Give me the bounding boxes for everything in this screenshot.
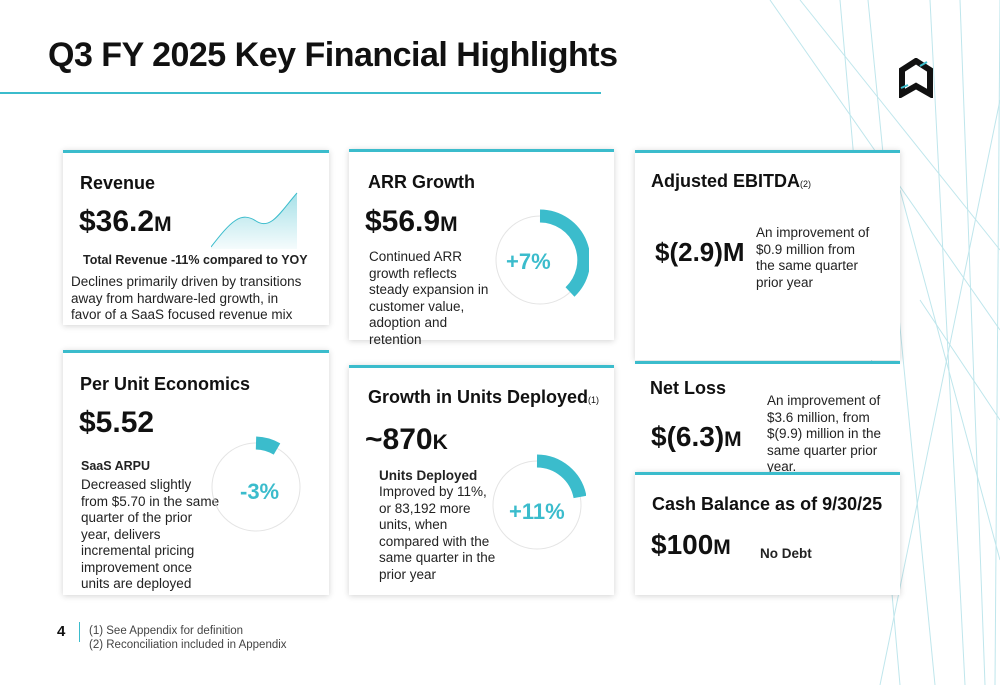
per-unit-subheading: SaaS ARPU [81, 459, 151, 473]
units-deployed-card: Growth in Units Deployed(1) ~870K Units … [349, 365, 614, 595]
arr-heading: ARR Growth [368, 172, 475, 192]
ebitda-heading: Adjusted EBITDA(2) [651, 171, 812, 191]
footnote-1: (1) See Appendix for definition [89, 625, 244, 637]
net-loss-value: $(6.3)M [651, 421, 742, 452]
title-divider [0, 92, 601, 94]
per-unit-description: Decreased slightly from $5.70 in the sam… [81, 477, 220, 591]
footer-divider [79, 622, 80, 642]
arr-growth-card: ARR Growth $56.9M Continued ARR growth r… [349, 149, 614, 347]
net-loss-heading: Net Loss [650, 378, 727, 398]
adjusted-ebitda-card: Adjusted EBITDA(2) $(2.9)M An improvemen… [635, 150, 900, 360]
arr-growth-ring [495, 209, 589, 305]
revenue-trend-sparkline [211, 192, 298, 249]
footnote-2: (2) Reconciliation included in Appendix [89, 639, 287, 651]
units-description: Improved by 11%, or 83,192 more units, w… [379, 484, 496, 582]
net-loss-description: An improvement of $3.6 million, from $(9… [767, 393, 882, 474]
arr-percent: +7% [506, 249, 551, 274]
arr-description: Continued ARR growth reflects steady exp… [369, 249, 489, 347]
cash-value: $100M [651, 529, 731, 560]
arr-value: $56.9M [365, 205, 458, 238]
cash-balance-card: Cash Balance as of 9/30/25 $100M No Debt [635, 472, 900, 595]
revenue-card: Revenue $36.2M Total Revenue -11% compar… [63, 150, 329, 325]
cash-heading: Cash Balance as of 9/30/25 [652, 494, 883, 514]
revenue-subheading: Total Revenue -11% compared to YOY [83, 253, 308, 267]
units-growth-ring [492, 454, 586, 550]
net-loss-card: Net Loss $(6.3)M An improvement of $3.6 … [635, 361, 900, 474]
units-subheading: Units Deployed [379, 468, 478, 483]
per-unit-value: $5.52 [79, 406, 155, 439]
revenue-value: $36.2M [79, 205, 172, 238]
page-title: Q3 FY 2025 Key Financial Highlights [48, 36, 618, 74]
ebitda-description: An improvement of $0.9 million from the … [756, 225, 870, 290]
units-percent: +11% [509, 499, 565, 524]
units-value: ~870K [365, 423, 448, 456]
revenue-description: Declines primarily driven by transitions… [71, 274, 302, 322]
company-logo-icon [899, 58, 933, 98]
cash-debt-note: No Debt [760, 546, 812, 561]
per-unit-change-ring [211, 436, 301, 532]
per-unit-heading: Per Unit Economics [80, 374, 251, 394]
page-number: 4 [57, 623, 66, 640]
revenue-heading: Revenue [80, 173, 156, 193]
ebitda-value: $(2.9)M [655, 237, 745, 267]
per-unit-percent: -3% [240, 479, 280, 504]
units-heading: Growth in Units Deployed(1) [368, 387, 600, 407]
per-unit-economics-card: Per Unit Economics $5.52 SaaS ARPU Decre… [63, 350, 329, 595]
